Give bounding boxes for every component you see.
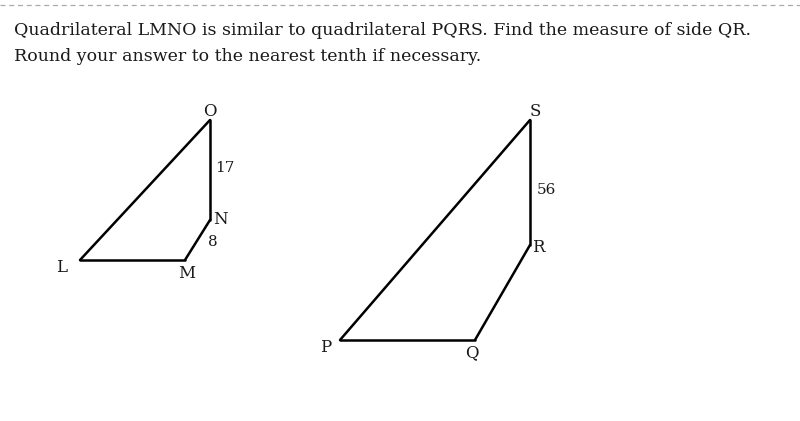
Text: M: M [178, 264, 195, 282]
Text: L: L [57, 258, 67, 275]
Text: P: P [320, 339, 332, 357]
Text: N: N [213, 210, 227, 227]
Text: S: S [530, 104, 541, 120]
Text: Quadrilateral LMNO is similar to quadrilateral PQRS. Find the measure of side QR: Quadrilateral LMNO is similar to quadril… [14, 22, 751, 39]
Text: Q: Q [466, 344, 478, 362]
Text: 56: 56 [537, 183, 556, 197]
Text: Round your answer to the nearest tenth if necessary.: Round your answer to the nearest tenth i… [14, 48, 482, 65]
Text: 17: 17 [215, 161, 234, 175]
Text: O: O [203, 104, 217, 120]
Text: 8: 8 [208, 235, 218, 249]
Text: R: R [532, 240, 544, 256]
